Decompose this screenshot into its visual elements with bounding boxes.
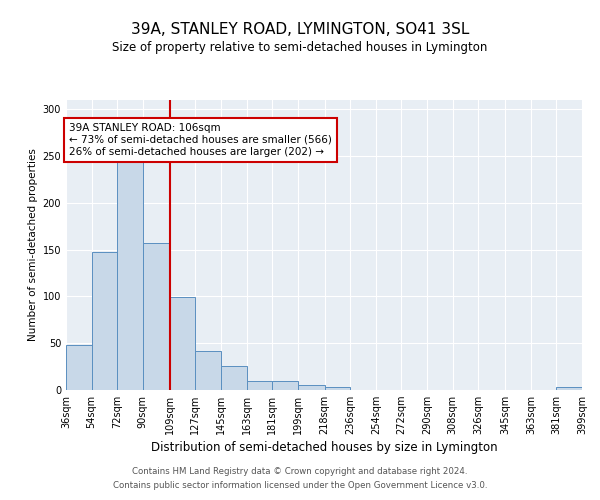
Text: Contains HM Land Registry data © Crown copyright and database right 2024.: Contains HM Land Registry data © Crown c…	[132, 467, 468, 476]
Text: 39A STANLEY ROAD: 106sqm
← 73% of semi-detached houses are smaller (566)
26% of : 39A STANLEY ROAD: 106sqm ← 73% of semi-d…	[69, 124, 332, 156]
Bar	[298, 386, 325, 390]
Bar	[221, 366, 247, 390]
Bar	[170, 298, 196, 390]
Bar	[272, 380, 298, 390]
Text: Contains public sector information licensed under the Open Government Licence v3: Contains public sector information licen…	[113, 481, 487, 490]
Text: Size of property relative to semi-detached houses in Lymington: Size of property relative to semi-detach…	[112, 41, 488, 54]
Y-axis label: Number of semi-detached properties: Number of semi-detached properties	[28, 148, 38, 342]
Bar	[325, 387, 350, 390]
Bar	[143, 243, 170, 390]
X-axis label: Distribution of semi-detached houses by size in Lymington: Distribution of semi-detached houses by …	[151, 442, 497, 454]
Bar	[66, 345, 92, 390]
Text: 39A, STANLEY ROAD, LYMINGTON, SO41 3SL: 39A, STANLEY ROAD, LYMINGTON, SO41 3SL	[131, 22, 469, 38]
Bar	[92, 252, 117, 390]
Bar	[247, 380, 272, 390]
Bar	[556, 387, 582, 390]
Bar	[196, 350, 221, 390]
Bar	[117, 161, 143, 390]
